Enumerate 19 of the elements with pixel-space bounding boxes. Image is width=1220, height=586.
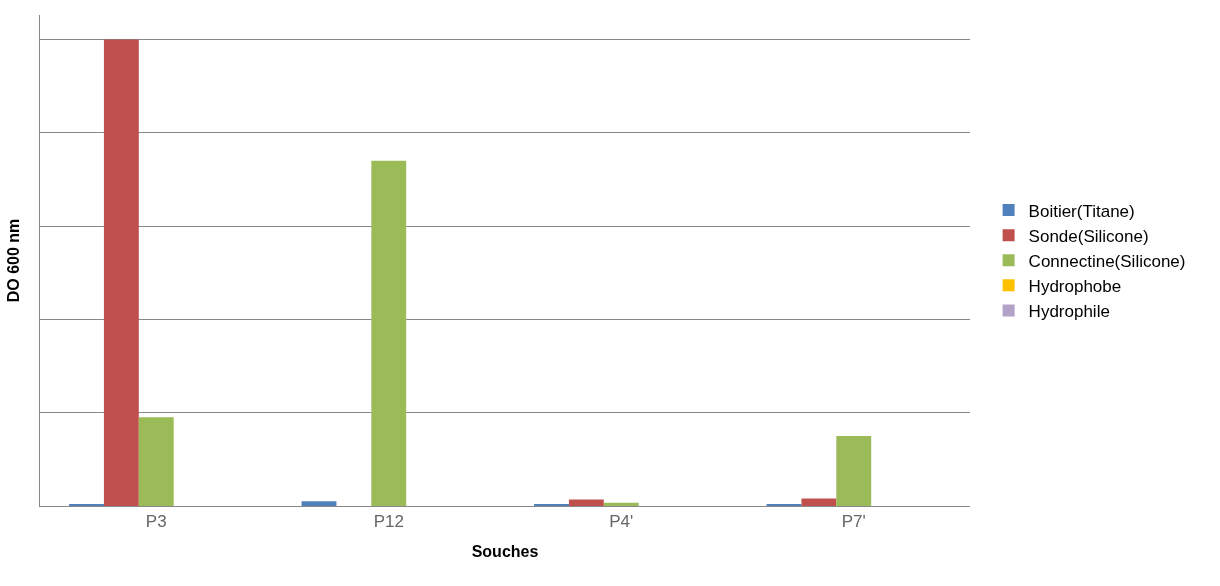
bar: [603, 502, 639, 506]
bar: [103, 39, 139, 506]
legend-label: Hydrophobe: [1028, 276, 1122, 296]
x-tick-label: P7': [841, 512, 866, 532]
bar: [138, 417, 174, 506]
x-tick-label: P12: [373, 512, 404, 532]
x-tick-label: P3: [145, 512, 167, 532]
bar: [568, 499, 604, 506]
legend-label: Boitier(Titane): [1028, 201, 1135, 221]
x-axis-title: Souches: [471, 543, 539, 561]
x-tick-label: P4': [609, 512, 634, 532]
bar: [301, 501, 337, 506]
y-axis-title: DO 600 nm: [4, 218, 22, 303]
bar: [371, 160, 407, 506]
legend-label: Sonde(Silicone): [1028, 226, 1149, 246]
bar: [801, 498, 837, 506]
legend-label: Connectine(Silicone): [1028, 251, 1186, 271]
bar: [836, 436, 872, 506]
legend-label: Hydrophile: [1028, 302, 1110, 322]
